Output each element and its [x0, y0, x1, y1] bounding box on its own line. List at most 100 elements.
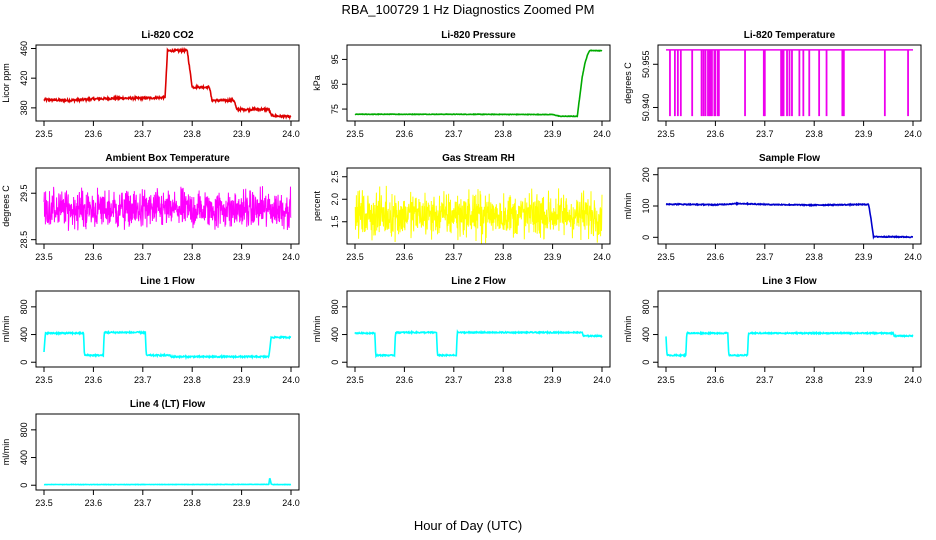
x-tick-label: 24.0	[593, 129, 611, 139]
x-tick-label: 23.5	[657, 252, 675, 262]
x-tick-label: 23.8	[494, 129, 512, 139]
x-tick-label: 24.0	[282, 375, 300, 385]
x-tick-label: 24.0	[282, 252, 300, 262]
x-tick-label: 23.9	[233, 129, 251, 139]
x-tick-label: 23.8	[805, 252, 823, 262]
data-group	[43, 186, 292, 231]
data-group	[354, 185, 603, 244]
plot-frame	[346, 44, 611, 122]
series-line	[665, 330, 914, 358]
series-line	[43, 330, 292, 361]
panel-10: Line 4 (LT) Flow ml/min 23.5 23.6 23.7 23.8 23…	[1, 399, 300, 508]
x-tick-label: 23.6	[396, 252, 414, 262]
y-tick-label: 0	[641, 360, 651, 365]
y-tick-label: 400	[641, 327, 651, 342]
x-tick-label: 23.8	[494, 252, 512, 262]
y-tick-label: 0	[19, 483, 29, 488]
y-tick-label: 400	[19, 450, 29, 465]
x-tick-label: 24.0	[593, 252, 611, 262]
series-line	[354, 328, 603, 359]
data-group	[43, 46, 292, 121]
x-tick-label: 23.6	[396, 375, 414, 385]
panel-7: Line 1 Flow ml/min 23.5 23.6 23.7 23.8 23.9 24.…	[1, 276, 300, 385]
y-tick-label: 400	[19, 327, 29, 342]
plot-frame	[657, 167, 922, 245]
x-tick-label: 23.8	[183, 498, 201, 508]
y-tick-label: 50.955	[641, 51, 651, 79]
plot-frame	[35, 413, 300, 491]
panel-6: Sample Flow ml/min 23.5 23.6 23.7 23.8 23.9 24.…	[623, 153, 922, 262]
data-group	[43, 477, 292, 486]
x-tick-label: 23.7	[445, 375, 463, 385]
x-tick-label: 23.6	[85, 129, 103, 139]
y-tick-label: 0	[641, 235, 651, 240]
y-tick-label: 800	[330, 299, 340, 314]
y-tick-label: 0	[19, 360, 29, 365]
x-tick-label: 23.5	[346, 252, 364, 262]
y-tick-label: 85	[330, 79, 340, 89]
x-tick-label: 23.5	[35, 252, 53, 262]
x-tick-label: 23.5	[35, 129, 53, 139]
y-axis-label: kPa	[312, 75, 322, 91]
x-tick-label: 23.5	[657, 375, 675, 385]
x-tick-label: 23.7	[134, 375, 152, 385]
x-tick-label: 23.8	[805, 129, 823, 139]
x-tick-label: 24.0	[904, 252, 922, 262]
y-tick-label: 29.5	[19, 184, 29, 202]
y-tick-label: 200	[641, 167, 651, 182]
x-tick-label: 24.0	[904, 129, 922, 139]
x-tick-label: 23.7	[134, 129, 152, 139]
panel-title: Line 3 Flow	[762, 276, 817, 287]
panel-title: Li-820 CO2	[141, 30, 194, 41]
plot-frame	[35, 167, 300, 245]
data-group	[665, 330, 914, 358]
series-line	[43, 477, 292, 486]
plot-frame	[35, 44, 300, 122]
x-tick-label: 23.7	[445, 252, 463, 262]
x-tick-label: 23.6	[85, 252, 103, 262]
y-tick-label: 380	[19, 100, 29, 115]
plot-frame	[346, 290, 611, 368]
y-tick-label: 420	[19, 71, 29, 86]
x-tick-label: 23.5	[346, 129, 364, 139]
x-tick-label: 23.9	[855, 129, 873, 139]
y-tick-label: 800	[19, 422, 29, 437]
y-axis-label: degrees C	[1, 185, 11, 227]
x-tick-label: 23.8	[183, 129, 201, 139]
x-tick-label: 23.9	[544, 252, 562, 262]
data-group	[354, 49, 603, 118]
x-tick-label: 24.0	[904, 375, 922, 385]
x-tick-label: 23.7	[445, 129, 463, 139]
x-tick-label: 23.5	[346, 375, 364, 385]
data-group	[665, 201, 913, 240]
x-tick-label: 23.6	[85, 498, 103, 508]
x-tick-label: 23.6	[707, 375, 725, 385]
x-tick-label: 23.9	[544, 375, 562, 385]
y-tick-label: 100	[641, 198, 651, 213]
panel-title: Line 4 (LT) Flow	[130, 399, 206, 410]
x-tick-label: 24.0	[282, 129, 300, 139]
x-tick-label: 24.0	[282, 498, 300, 508]
y-tick-label: 2.5	[330, 170, 340, 183]
y-axis-label: ml/min	[623, 193, 633, 220]
panel-title: Sample Flow	[759, 153, 820, 164]
x-tick-label: 23.6	[85, 375, 103, 385]
panel-3: Li-820 Temperature degrees C 23.5 23.6 23.7 2…	[623, 30, 922, 139]
data-group	[354, 328, 603, 359]
x-tick-label: 23.5	[35, 498, 53, 508]
data-group	[666, 49, 913, 117]
y-tick-label: 50.940	[641, 94, 651, 122]
plot-frame	[346, 167, 611, 245]
y-tick-label: 1.5	[330, 215, 340, 228]
panel-title: Li-820 Pressure	[441, 30, 516, 41]
x-tick-label: 23.9	[855, 375, 873, 385]
x-tick-label: 23.5	[657, 129, 675, 139]
y-axis-label: percent	[312, 190, 322, 221]
y-axis-label: degrees C	[623, 62, 633, 104]
y-tick-label: 2.0	[330, 193, 340, 206]
panel-9: Line 3 Flow ml/min 23.5 23.6 23.7 23.8 23.9 24.…	[623, 276, 922, 385]
panel-5: Gas Stream RH percent 23.5 23.6 23.7 23.8 23.9…	[312, 153, 611, 262]
x-tick-label: 23.5	[35, 375, 53, 385]
y-tick-label: 95	[330, 54, 340, 64]
